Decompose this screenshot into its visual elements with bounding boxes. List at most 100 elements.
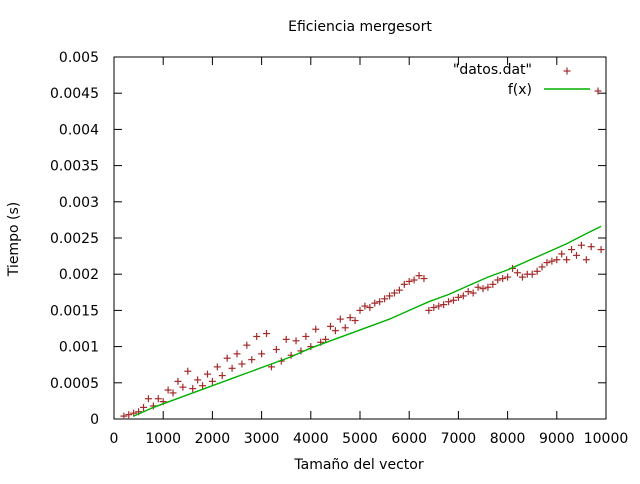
y-tick-label: 0.0035 (50, 159, 99, 175)
legend-label-fx: f(x) (508, 82, 532, 98)
data-point (366, 304, 374, 312)
data-point (504, 273, 512, 281)
data-point (499, 275, 507, 283)
data-point (430, 304, 438, 312)
data-point (243, 341, 251, 349)
data-point (174, 377, 182, 385)
data-point (572, 251, 580, 259)
data-point (386, 292, 394, 300)
x-tick-label: 1000 (145, 431, 181, 447)
data-point (533, 267, 541, 275)
data-point (390, 289, 398, 297)
data-point (464, 288, 472, 296)
legend-marker-datos (563, 67, 571, 75)
fx-line (133, 225, 602, 417)
data-point (597, 246, 605, 254)
data-point (435, 302, 443, 310)
data-point (528, 270, 536, 278)
y-axis-label: Tiempo (s) (6, 202, 22, 277)
chart-title: Eficiencia mergesort (288, 19, 432, 35)
data-point (577, 241, 585, 249)
data-point (548, 257, 556, 265)
data-point (258, 350, 266, 358)
data-point (376, 298, 384, 306)
data-point (263, 330, 271, 338)
data-point (189, 385, 197, 393)
x-tick-label: 9000 (539, 431, 575, 447)
x-tick-label: 3000 (244, 431, 280, 447)
data-point (326, 322, 334, 330)
data-point (587, 243, 595, 251)
data-point (356, 306, 364, 314)
data-point (164, 386, 172, 394)
data-point (489, 280, 497, 288)
data-point (420, 275, 428, 283)
data-point (538, 263, 546, 271)
x-tick-label: 5000 (342, 431, 378, 447)
data-point (144, 395, 152, 403)
data-point (440, 301, 448, 309)
data-point (469, 289, 477, 297)
data-point (248, 356, 256, 364)
data-point (494, 276, 502, 284)
data-point (459, 292, 467, 300)
legend-label-datos: "datos.dat" (453, 62, 532, 78)
data-point (223, 354, 231, 362)
x-tick-label: 10000 (584, 431, 629, 447)
data-point (253, 332, 261, 340)
data-point (322, 335, 330, 343)
y-tick-label: 0.001 (59, 340, 99, 356)
data-point (179, 383, 187, 391)
data-point (346, 314, 354, 322)
x-axis-label: Tamaño del vector (293, 457, 423, 473)
y-tick-label: 0 (90, 412, 99, 428)
x-tick-label: 2000 (195, 431, 231, 447)
data-point (272, 345, 280, 353)
legend: "datos.dat" f(x) (453, 62, 590, 98)
data-point (410, 276, 418, 284)
data-point (351, 317, 359, 325)
data-point (213, 363, 221, 371)
data-point (518, 273, 526, 281)
data-point (140, 403, 148, 411)
y-tick-label: 0.0015 (50, 303, 99, 319)
data-point (125, 411, 133, 419)
data-point (474, 283, 482, 291)
data-point (425, 306, 433, 314)
y-tick-label: 0.004 (59, 122, 99, 138)
x-tick-label: 4000 (293, 431, 329, 447)
data-point (479, 285, 487, 293)
data-point (582, 256, 590, 264)
data-point (154, 395, 162, 403)
data-point (415, 272, 423, 280)
y-tick-label: 0.002 (59, 267, 99, 283)
x-tick-label: 7000 (441, 431, 477, 447)
data-point (120, 412, 128, 420)
data-point (203, 370, 211, 378)
y-tick-label: 0.0005 (50, 376, 99, 392)
y-tick-label: 0.005 (59, 50, 99, 66)
data-point (208, 377, 216, 385)
x-tick-label: 0 (110, 431, 119, 447)
series-group (120, 87, 605, 420)
data-point (449, 296, 457, 304)
data-point (371, 299, 379, 307)
tick-group: 0 1000 2000 3000 4000 5000 6000 7000 8000 9000 100… (50, 50, 628, 447)
y-tick-label: 0.0045 (50, 86, 99, 102)
data-point (395, 286, 403, 294)
data-point (331, 327, 339, 335)
data-point (199, 382, 207, 390)
data-point (454, 293, 462, 301)
data-point (233, 350, 241, 358)
data-point (568, 246, 576, 254)
data-point (184, 367, 192, 375)
data-point (194, 376, 202, 384)
data-point (445, 298, 453, 306)
y-tick-label: 0.0025 (50, 231, 99, 247)
data-point (405, 277, 413, 285)
x-tick-label: 6000 (391, 431, 427, 447)
data-point (282, 335, 290, 343)
data-point (543, 259, 551, 267)
